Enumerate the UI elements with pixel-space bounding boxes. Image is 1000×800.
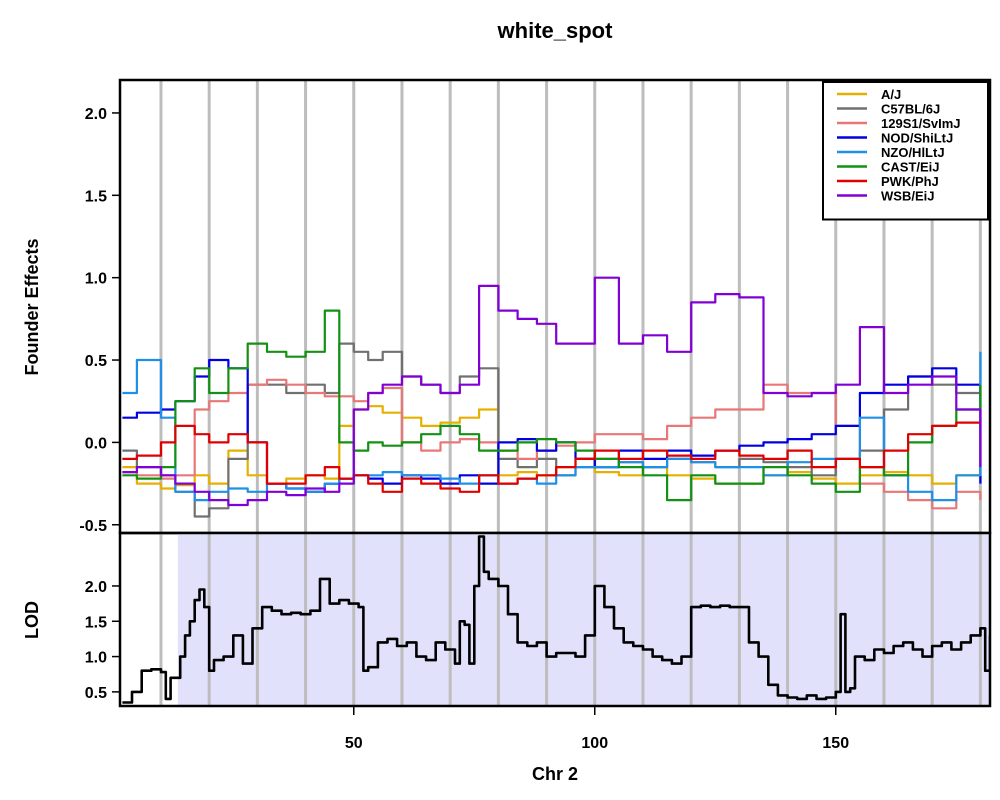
lod-interval-shading [177, 533, 990, 706]
legend-label-4: NZO/HlLtJ [881, 145, 945, 160]
series-line-cast-eij [122, 309, 982, 502]
legend: A/JC57BL/6J129S1/SvImJNOD/ShiLtJNZO/HlLt… [822, 81, 989, 221]
legend-label-7: WSB/EiJ [881, 189, 934, 204]
lod-panel: 0.5 1.0 1.5 2.0 50 100 150 [85, 531, 992, 752]
series-line-pwk-phj [122, 421, 982, 493]
lod-y-axis-label: LOD [22, 601, 42, 639]
legend-label-6: PWK/PhJ [881, 174, 939, 189]
x-tick-label-1: 100 [581, 735, 608, 752]
x-tick-label-0: 50 [345, 735, 363, 752]
series-line-wsb-eij [122, 276, 982, 507]
x-tick-label-2: 150 [822, 735, 849, 752]
effects-y-tick-label-3: 1.0 [85, 271, 107, 288]
legend-label-5: CAST/EiJ [881, 160, 940, 175]
series-line-nod-shiltj [122, 358, 982, 493]
lod-y-tick-label-3: 2.0 [85, 579, 107, 596]
effects-y-tick-label-4: 1.5 [85, 188, 107, 205]
effects-y-tick-label-2: 0.5 [85, 353, 107, 370]
lod-y-tick-label-0: 0.5 [85, 685, 107, 702]
founder-effects-panel: -0.5 0.0 0.5 1.0 1.5 2.0 A/JC57BL/6J129S1/SvIm… [79, 78, 992, 535]
series-line-129s1-svimj [122, 378, 982, 510]
effects-y-tick-label-1: 0.0 [85, 435, 107, 452]
legend-label-0: A/J [881, 87, 901, 102]
legend-label-3: NOD/ShiLtJ [881, 131, 953, 146]
legend-label-2: 129S1/SvImJ [881, 116, 961, 131]
lod-line [122, 535, 990, 704]
effects-y-axis-label: Founder Effects [22, 238, 42, 375]
series-line-c57bl-6j [122, 342, 982, 518]
lod-y-tick-label-1: 1.0 [85, 650, 107, 667]
effects-y-tick-label-5: 2.0 [85, 106, 107, 123]
legend-label-1: C57BL/6J [881, 102, 940, 117]
x-axis-label: Chr 2 [532, 764, 578, 784]
chart-title: white_spot [497, 18, 614, 43]
lod-panel-frame [118, 531, 992, 708]
lod-y-tick-label-2: 1.5 [85, 614, 107, 631]
effects-y-tick-label-0: -0.5 [79, 518, 107, 535]
